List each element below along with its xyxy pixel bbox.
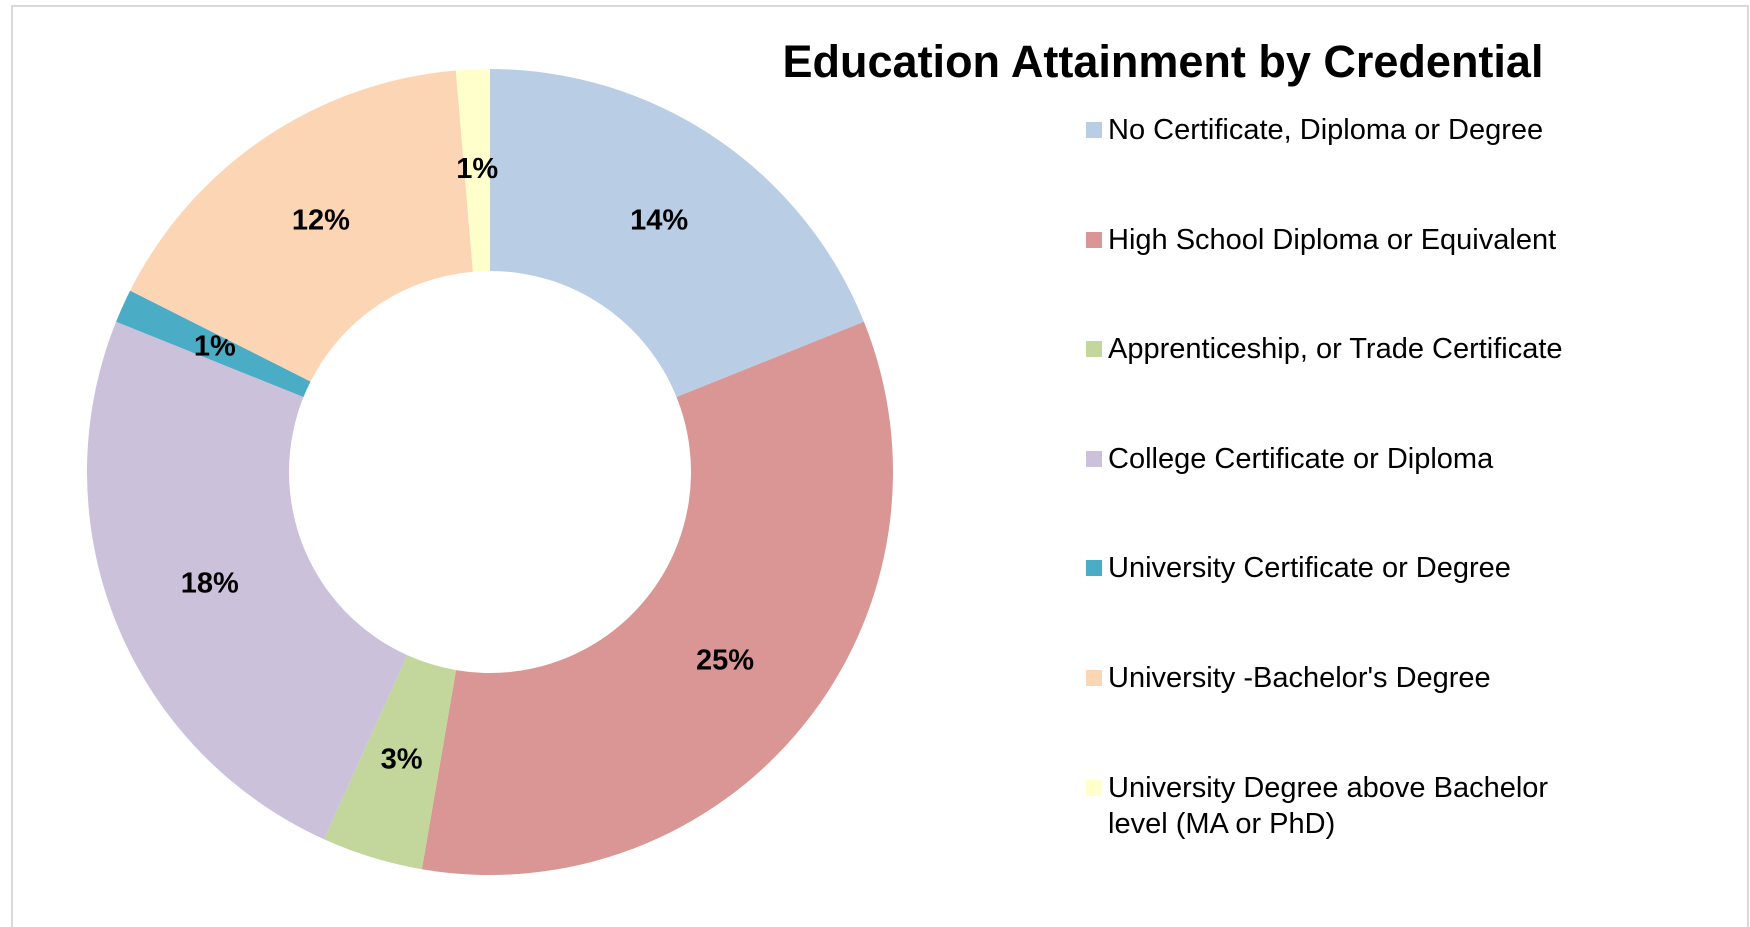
legend-swatch	[1086, 341, 1102, 358]
legend-label: College Certificate or Diploma	[1108, 442, 1494, 475]
legend-swatch	[1086, 779, 1102, 796]
data-label: 12%	[292, 204, 350, 236]
data-label: 18%	[181, 567, 239, 599]
slice	[490, 69, 864, 398]
legend-swatch	[1086, 670, 1102, 686]
chart-title: Education Attainment by Credential	[783, 36, 1544, 87]
slice	[116, 290, 311, 398]
legend-swatch	[1086, 560, 1102, 577]
legend-swatch	[1086, 122, 1102, 138]
data-label: 3%	[381, 743, 423, 775]
legend-label: University Degree above Bachelor level (…	[1108, 771, 1549, 840]
slice	[130, 70, 473, 382]
data-label: 25%	[696, 644, 754, 676]
legend-swatch	[1086, 231, 1102, 248]
data-label: 14%	[630, 204, 688, 236]
legend-label: University -Bachelor's Degree	[1108, 662, 1491, 694]
slice	[421, 321, 893, 875]
legend-label: No Certificate, Diploma or Degree	[1108, 114, 1544, 146]
legend-label: University Certificate or Degree	[1108, 552, 1511, 585]
frame	[11, 5, 1749, 927]
legend-label: Apprenticeship, or Trade Certificate	[1108, 333, 1563, 366]
slice	[86, 321, 408, 840]
data-label: 1%	[456, 153, 498, 185]
slice	[455, 69, 490, 272]
legend-swatch	[1086, 450, 1102, 467]
slice	[324, 655, 457, 870]
legend-label: High School Diploma or Equivalent	[1108, 223, 1557, 256]
